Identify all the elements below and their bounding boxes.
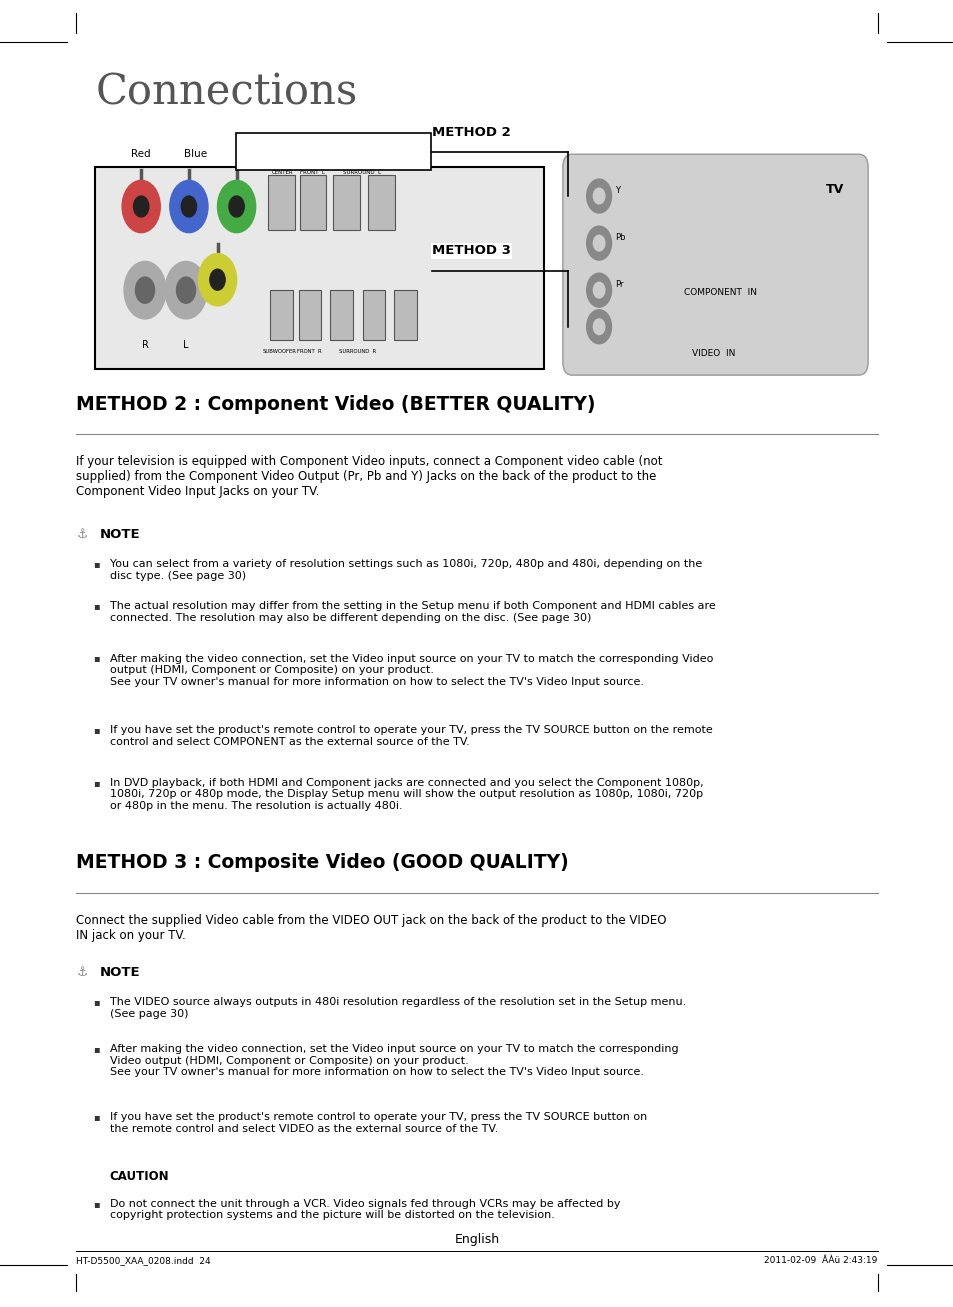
- Text: ▪: ▪: [93, 778, 100, 788]
- Text: ▪: ▪: [93, 1112, 100, 1123]
- Text: 2011-02-09  ÂÀü 2:43:19: 2011-02-09 ÂÀü 2:43:19: [763, 1256, 877, 1265]
- Text: SURROUND  L: SURROUND L: [343, 170, 381, 175]
- Text: After making the video connection, set the Video input source on your TV to matc: After making the video connection, set t…: [110, 1044, 678, 1077]
- Text: SUBWOOFER: SUBWOOFER: [262, 349, 296, 354]
- Text: NOTE: NOTE: [100, 966, 141, 979]
- FancyBboxPatch shape: [270, 290, 293, 340]
- Circle shape: [165, 261, 207, 319]
- Text: After making the video connection, set the Video input source on your TV to matc: After making the video connection, set t…: [110, 654, 712, 686]
- Text: Pb: Pb: [615, 234, 625, 242]
- Circle shape: [135, 277, 154, 303]
- FancyBboxPatch shape: [362, 290, 385, 340]
- Circle shape: [593, 282, 604, 298]
- Circle shape: [176, 277, 195, 303]
- Text: NOTE: NOTE: [100, 528, 141, 541]
- Circle shape: [593, 319, 604, 335]
- FancyBboxPatch shape: [368, 175, 395, 230]
- Text: The VIDEO source always outputs in 480i resolution regardless of the resolution : The VIDEO source always outputs in 480i …: [110, 997, 685, 1019]
- Text: ▪: ▪: [93, 654, 100, 664]
- Circle shape: [198, 254, 236, 306]
- Circle shape: [170, 180, 208, 233]
- Text: TV: TV: [824, 183, 843, 196]
- Text: METHOD 3 : Composite Video (GOOD QUALITY): METHOD 3 : Composite Video (GOOD QUALITY…: [76, 853, 569, 873]
- Text: Blue: Blue: [184, 149, 207, 159]
- Text: In DVD playback, if both HDMI and Component jacks are connected and you select t: In DVD playback, if both HDMI and Compon…: [110, 778, 702, 810]
- Text: L: L: [183, 340, 189, 350]
- Circle shape: [593, 235, 604, 251]
- Text: Connect the supplied Video cable from the VIDEO OUT jack on the back of the prod: Connect the supplied Video cable from th…: [76, 914, 666, 941]
- FancyBboxPatch shape: [268, 175, 294, 230]
- Circle shape: [133, 196, 149, 217]
- Text: CAUTION: CAUTION: [110, 1170, 170, 1183]
- Text: If you have set the product's remote control to operate your TV, press the TV SO: If you have set the product's remote con…: [110, 1112, 646, 1134]
- Text: Do not connect the unit through a VCR. Video signals fed through VCRs may be aff: Do not connect the unit through a VCR. V…: [110, 1199, 619, 1221]
- Text: Yellow: Yellow: [201, 284, 233, 294]
- Text: FRONT  L: FRONT L: [300, 170, 325, 175]
- Text: COMPONENT  IN: COMPONENT IN: [683, 288, 756, 297]
- Text: ▪: ▪: [93, 1199, 100, 1209]
- Text: METHOD 2: METHOD 2: [432, 125, 511, 139]
- Bar: [235, 133, 431, 170]
- Text: Y: Y: [615, 187, 619, 195]
- FancyBboxPatch shape: [299, 175, 326, 230]
- FancyBboxPatch shape: [298, 290, 321, 340]
- Circle shape: [586, 179, 611, 213]
- Circle shape: [593, 188, 604, 204]
- Text: ⚓: ⚓: [76, 966, 88, 979]
- Text: SURROUND  R: SURROUND R: [339, 349, 375, 354]
- Text: METHOD 2 : Component Video (BETTER QUALITY): METHOD 2 : Component Video (BETTER QUALI…: [76, 395, 596, 414]
- Text: You can select from a variety of resolution settings such as 1080i, 720p, 480p a: You can select from a variety of resolut…: [110, 559, 701, 582]
- Text: R: R: [141, 340, 149, 350]
- Text: ▪: ▪: [93, 601, 100, 612]
- Circle shape: [229, 196, 244, 217]
- Circle shape: [210, 269, 225, 290]
- Text: ▪: ▪: [93, 1044, 100, 1055]
- Circle shape: [586, 310, 611, 344]
- Text: Connections: Connections: [95, 72, 357, 114]
- Text: FRONT  R: FRONT R: [296, 349, 321, 354]
- Circle shape: [217, 180, 255, 233]
- Text: ⚓: ⚓: [76, 528, 88, 541]
- Text: ▪: ▪: [93, 725, 100, 736]
- Text: If you have set the product's remote control to operate your TV, press the TV SO: If you have set the product's remote con…: [110, 725, 712, 748]
- Circle shape: [181, 196, 196, 217]
- FancyBboxPatch shape: [562, 154, 867, 375]
- Circle shape: [586, 226, 611, 260]
- Text: CENTER: CENTER: [272, 170, 293, 175]
- FancyBboxPatch shape: [330, 290, 353, 340]
- Text: ▪: ▪: [93, 997, 100, 1008]
- Text: English: English: [454, 1233, 499, 1246]
- FancyBboxPatch shape: [333, 175, 359, 230]
- Text: The actual resolution may differ from the setting in the Setup menu if both Comp: The actual resolution may differ from th…: [110, 601, 715, 623]
- FancyBboxPatch shape: [394, 290, 416, 340]
- Circle shape: [586, 273, 611, 307]
- Circle shape: [124, 261, 166, 319]
- FancyBboxPatch shape: [95, 167, 543, 369]
- Text: Green: Green: [234, 149, 267, 159]
- Text: METHOD 3: METHOD 3: [432, 244, 511, 257]
- Text: Pr: Pr: [615, 281, 623, 289]
- Text: Red: Red: [132, 149, 151, 159]
- Circle shape: [122, 180, 160, 233]
- Text: VIDEO  IN: VIDEO IN: [691, 349, 735, 358]
- Text: HT-D5500_XAA_0208.indd  24: HT-D5500_XAA_0208.indd 24: [76, 1256, 211, 1265]
- Text: ▪: ▪: [93, 559, 100, 570]
- Text: If your television is equipped with Component Video inputs, connect a Component : If your television is equipped with Comp…: [76, 455, 662, 498]
